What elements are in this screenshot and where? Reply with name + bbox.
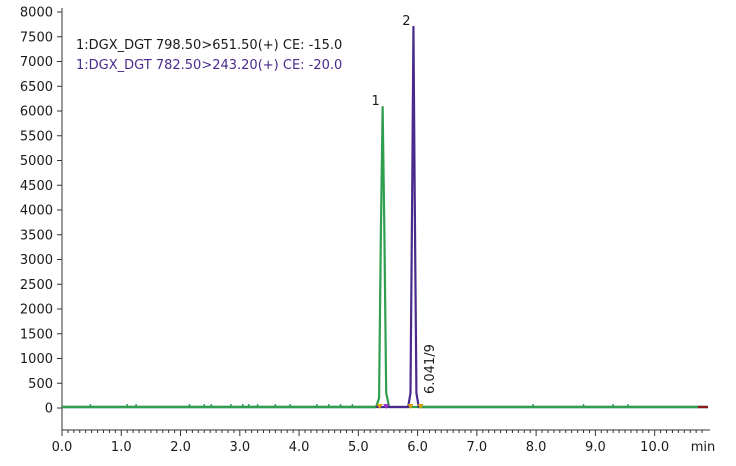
series-layer [62, 25, 708, 410]
integration-marker [376, 404, 383, 410]
x-axis: 0.0 1.0 2.0 3.0 4.0 5.0 6.0 7.0 8.0 9.0 10.0 min [52, 429, 716, 455]
x-tick-label: 1.0 [111, 440, 132, 455]
series-line-1 [62, 105, 708, 409]
y-tick-label: 7000 [20, 55, 53, 70]
y-axis: 0 500 1000 1500 2000 2500 3000 3500 4000 4500 5000… [20, 6, 63, 430]
y-tick-label: 4000 [20, 204, 53, 219]
x-axis-unit-label: min [691, 440, 716, 455]
y-tick-label: 3000 [20, 253, 53, 268]
x-tick-label: 3.0 [229, 440, 250, 455]
peak-label: 1 [371, 94, 379, 109]
y-tick-label: 7500 [20, 30, 53, 45]
y-tick-label: 1000 [20, 352, 53, 367]
peak-label: 2 [402, 14, 410, 29]
x-tick-label: 9.0 [585, 440, 606, 455]
y-tick-label: 2500 [20, 278, 53, 293]
y-tick-label: 4500 [20, 179, 53, 194]
series-line-2 [62, 25, 708, 409]
legend: 1:DGX_DGT 798.50>651.50(+) CE: -15.0 1:DG… [76, 38, 342, 73]
x-tick-label: 6.0 [407, 440, 428, 455]
retention-time-annotation: 6.041/9 [423, 344, 438, 394]
integration-marker [417, 404, 424, 410]
x-tick-label: 10.0 [640, 440, 669, 455]
x-tick-label: 5.0 [348, 440, 369, 455]
integration-marker [407, 404, 414, 410]
x-tick-label: 4.0 [289, 440, 310, 455]
y-tick-label: 500 [28, 377, 53, 392]
y-tick-label: 8000 [20, 6, 53, 21]
y-tick-label: 0 [45, 402, 53, 417]
peak-label-layer: 1 2 6.041/9 [371, 14, 437, 394]
y-tick-label: 5000 [20, 154, 53, 169]
integration-marker [383, 404, 390, 410]
y-tick-label: 2000 [20, 303, 53, 318]
x-tick-label: 8.0 [526, 440, 547, 455]
x-tick-label: 0.0 [52, 440, 73, 455]
y-tick-label: 5500 [20, 129, 53, 144]
y-tick-label: 1500 [20, 327, 53, 342]
y-tick-label: 6500 [20, 80, 53, 95]
x-tick-label: 2.0 [170, 440, 191, 455]
x-tick-label: 7.0 [467, 440, 488, 455]
y-tick-label: 3500 [20, 228, 53, 243]
y-tick-label: 6000 [20, 105, 53, 120]
legend-entry-2: 1:DGX_DGT 782.50>243.20(+) CE: -20.0 [76, 58, 342, 73]
legend-entry-1: 1:DGX_DGT 798.50>651.50(+) CE: -15.0 [76, 38, 342, 53]
